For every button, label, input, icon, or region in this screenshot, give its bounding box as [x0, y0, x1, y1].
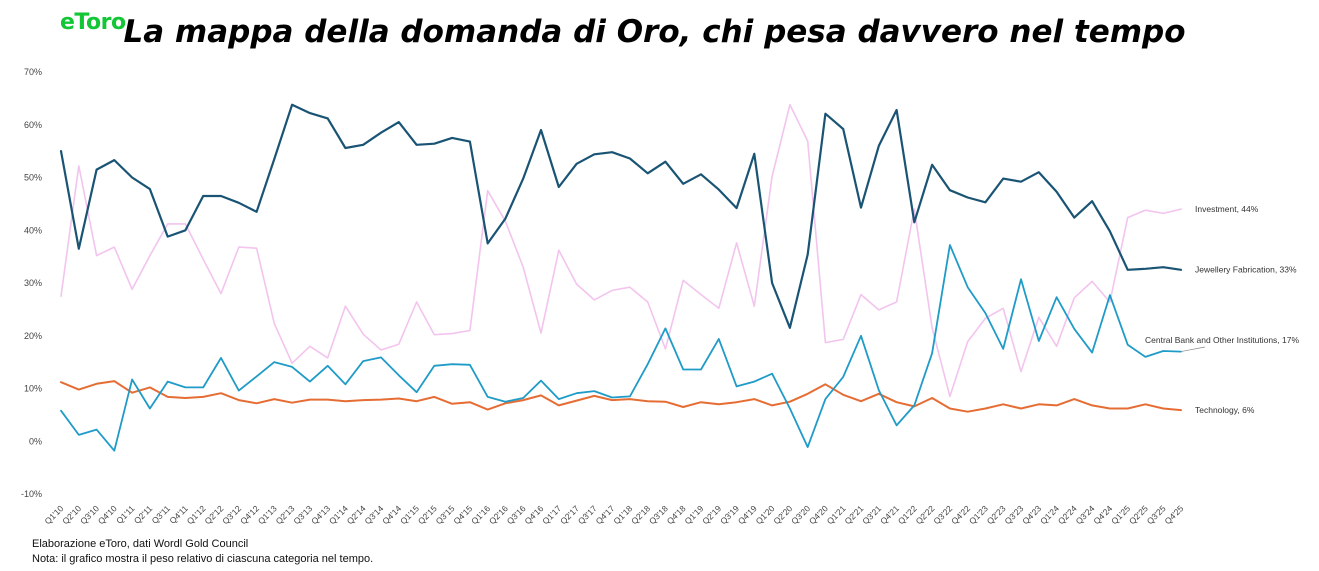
x-tick-label: Q4'15 [451, 503, 474, 526]
x-tick-label: Q3'14 [362, 503, 385, 526]
x-tick-label: Q4'10 [96, 503, 119, 526]
y-tick-label: 30% [24, 278, 42, 288]
x-tick-label: Q3'15 [434, 503, 457, 526]
series-layer [59, 103, 1183, 452]
x-tick-label: Q1'15 [398, 503, 421, 526]
x-tick-label: Q4'16 [522, 503, 545, 526]
x-tick-label: Q1'12 [185, 503, 208, 526]
x-tick-label: Q3'17 [576, 503, 599, 526]
x-tick-label: Q3'10 [78, 503, 101, 526]
source-note: Elaborazione eToro, dati Wordl Gold Coun… [32, 538, 249, 550]
chart-note: Nota: il grafico mostra il peso relativo… [32, 553, 374, 565]
series-label-layer: Investment, 44% Jewellery Fabrication, 33… [1145, 204, 1299, 415]
x-tick-label: Q1'14 [327, 503, 350, 526]
x-tick-label: Q1'20 [754, 503, 777, 526]
x-tick-label: Q2'21 [842, 503, 865, 526]
x-tick-label: Q2'10 [60, 503, 83, 526]
series-label-leader [1180, 346, 1206, 352]
x-tick-label: Q3'11 [150, 503, 173, 526]
y-tick-label: 70% [24, 67, 42, 77]
x-tick-label: Q3'20 [789, 503, 812, 526]
x-tick-label: Q1'19 [682, 503, 705, 526]
x-tick-label: Q1'23 [967, 503, 990, 526]
series-line-3 [60, 380, 1182, 413]
series-label-0: Investment, 44% [1195, 204, 1259, 214]
series-label-1: Jewellery Fabrication, 33% [1195, 264, 1297, 274]
x-tick-label: Q2'13 [274, 503, 297, 526]
x-tick-label: Q3'21 [860, 503, 883, 526]
x-tick-label: Q3'16 [505, 503, 528, 526]
x-tick-label: Q2'11 [132, 503, 155, 526]
x-tick-label: Q4'14 [380, 503, 403, 526]
x-tick-label: Q3'19 [718, 503, 741, 526]
x-tick-label: Q2'16 [487, 503, 510, 526]
series-label-3: Technology, 6% [1195, 405, 1255, 415]
y-tick-label: 50% [24, 173, 42, 183]
series-label-2: Central Bank and Other Institutions, 17% [1145, 335, 1299, 345]
y-tick-label: 0% [29, 436, 42, 446]
x-tick-label: Q1'22 [896, 503, 919, 526]
x-tick-label: Q4'25 [1162, 503, 1185, 526]
y-tick-label: 60% [24, 120, 42, 130]
x-tick-label: Q3'23 [1002, 503, 1025, 526]
x-tick-label: Q1'11 [114, 503, 137, 526]
x-tick-label: Q1'18 [611, 503, 634, 526]
x-tick-label: Q4'22 [949, 503, 972, 526]
x-tick-label: Q4'13 [309, 503, 332, 526]
x-tick-label: Q2'25 [1127, 503, 1150, 526]
x-tick-label: Q4'18 [665, 503, 688, 526]
etoro-logo: eToro [60, 10, 126, 35]
x-tick-label: Q1'21 [825, 503, 848, 526]
x-tick-label: Q3'25 [1145, 503, 1168, 526]
x-tick-label: Q1'10 [42, 503, 65, 526]
x-tick-label: Q2'14 [345, 503, 368, 526]
x-tick-label: Q2'24 [1056, 503, 1079, 526]
x-tick-label: Q4'19 [736, 503, 759, 526]
x-tick-label: Q1'16 [469, 503, 492, 526]
x-tick-label: Q4'24 [1091, 503, 1114, 526]
x-tick-label: Q2'18 [629, 503, 652, 526]
x-tick-label: Q4'20 [807, 503, 830, 526]
series-line-0 [60, 103, 1182, 398]
x-tick-label: Q2'15 [416, 503, 439, 526]
x-tick-label: Q3'13 [291, 503, 314, 526]
x-tick-label: Q2'23 [985, 503, 1008, 526]
x-tick-label: Q2'22 [914, 503, 937, 526]
y-tick-label: -10% [21, 489, 42, 499]
page-title: La mappa della domanda di Oro, chi pesa … [123, 14, 1186, 50]
x-tick-label: Q3'12 [220, 503, 243, 526]
x-tick-label: Q2'19 [700, 503, 723, 526]
x-tick-label: Q2'20 [771, 503, 794, 526]
x-tick-label: Q3'18 [647, 503, 670, 526]
x-tick-label: Q2'12 [202, 503, 225, 526]
axis-layer: -10%0%10%20%30%40%50%60%70%Q1'10Q2'10Q3'… [21, 67, 1186, 526]
x-tick-label: Q3'22 [931, 503, 954, 526]
y-tick-label: 20% [24, 331, 42, 341]
x-tick-label: Q4'23 [1020, 503, 1043, 526]
y-tick-label: 40% [24, 225, 42, 235]
series-line-1 [59, 103, 1183, 329]
x-tick-label: Q1'24 [1038, 503, 1061, 526]
y-tick-label: 10% [24, 384, 42, 394]
x-tick-label: Q3'24 [1074, 503, 1097, 526]
x-tick-label: Q4'12 [238, 503, 261, 526]
x-tick-label: Q4'21 [878, 503, 901, 526]
x-tick-label: Q1'25 [1109, 503, 1132, 526]
x-tick-label: Q2'17 [558, 503, 581, 526]
x-tick-label: Q1'13 [256, 503, 279, 526]
x-tick-label: Q4'17 [594, 503, 617, 526]
x-tick-label: Q1'17 [540, 503, 563, 526]
series-line-2 [60, 244, 1182, 452]
